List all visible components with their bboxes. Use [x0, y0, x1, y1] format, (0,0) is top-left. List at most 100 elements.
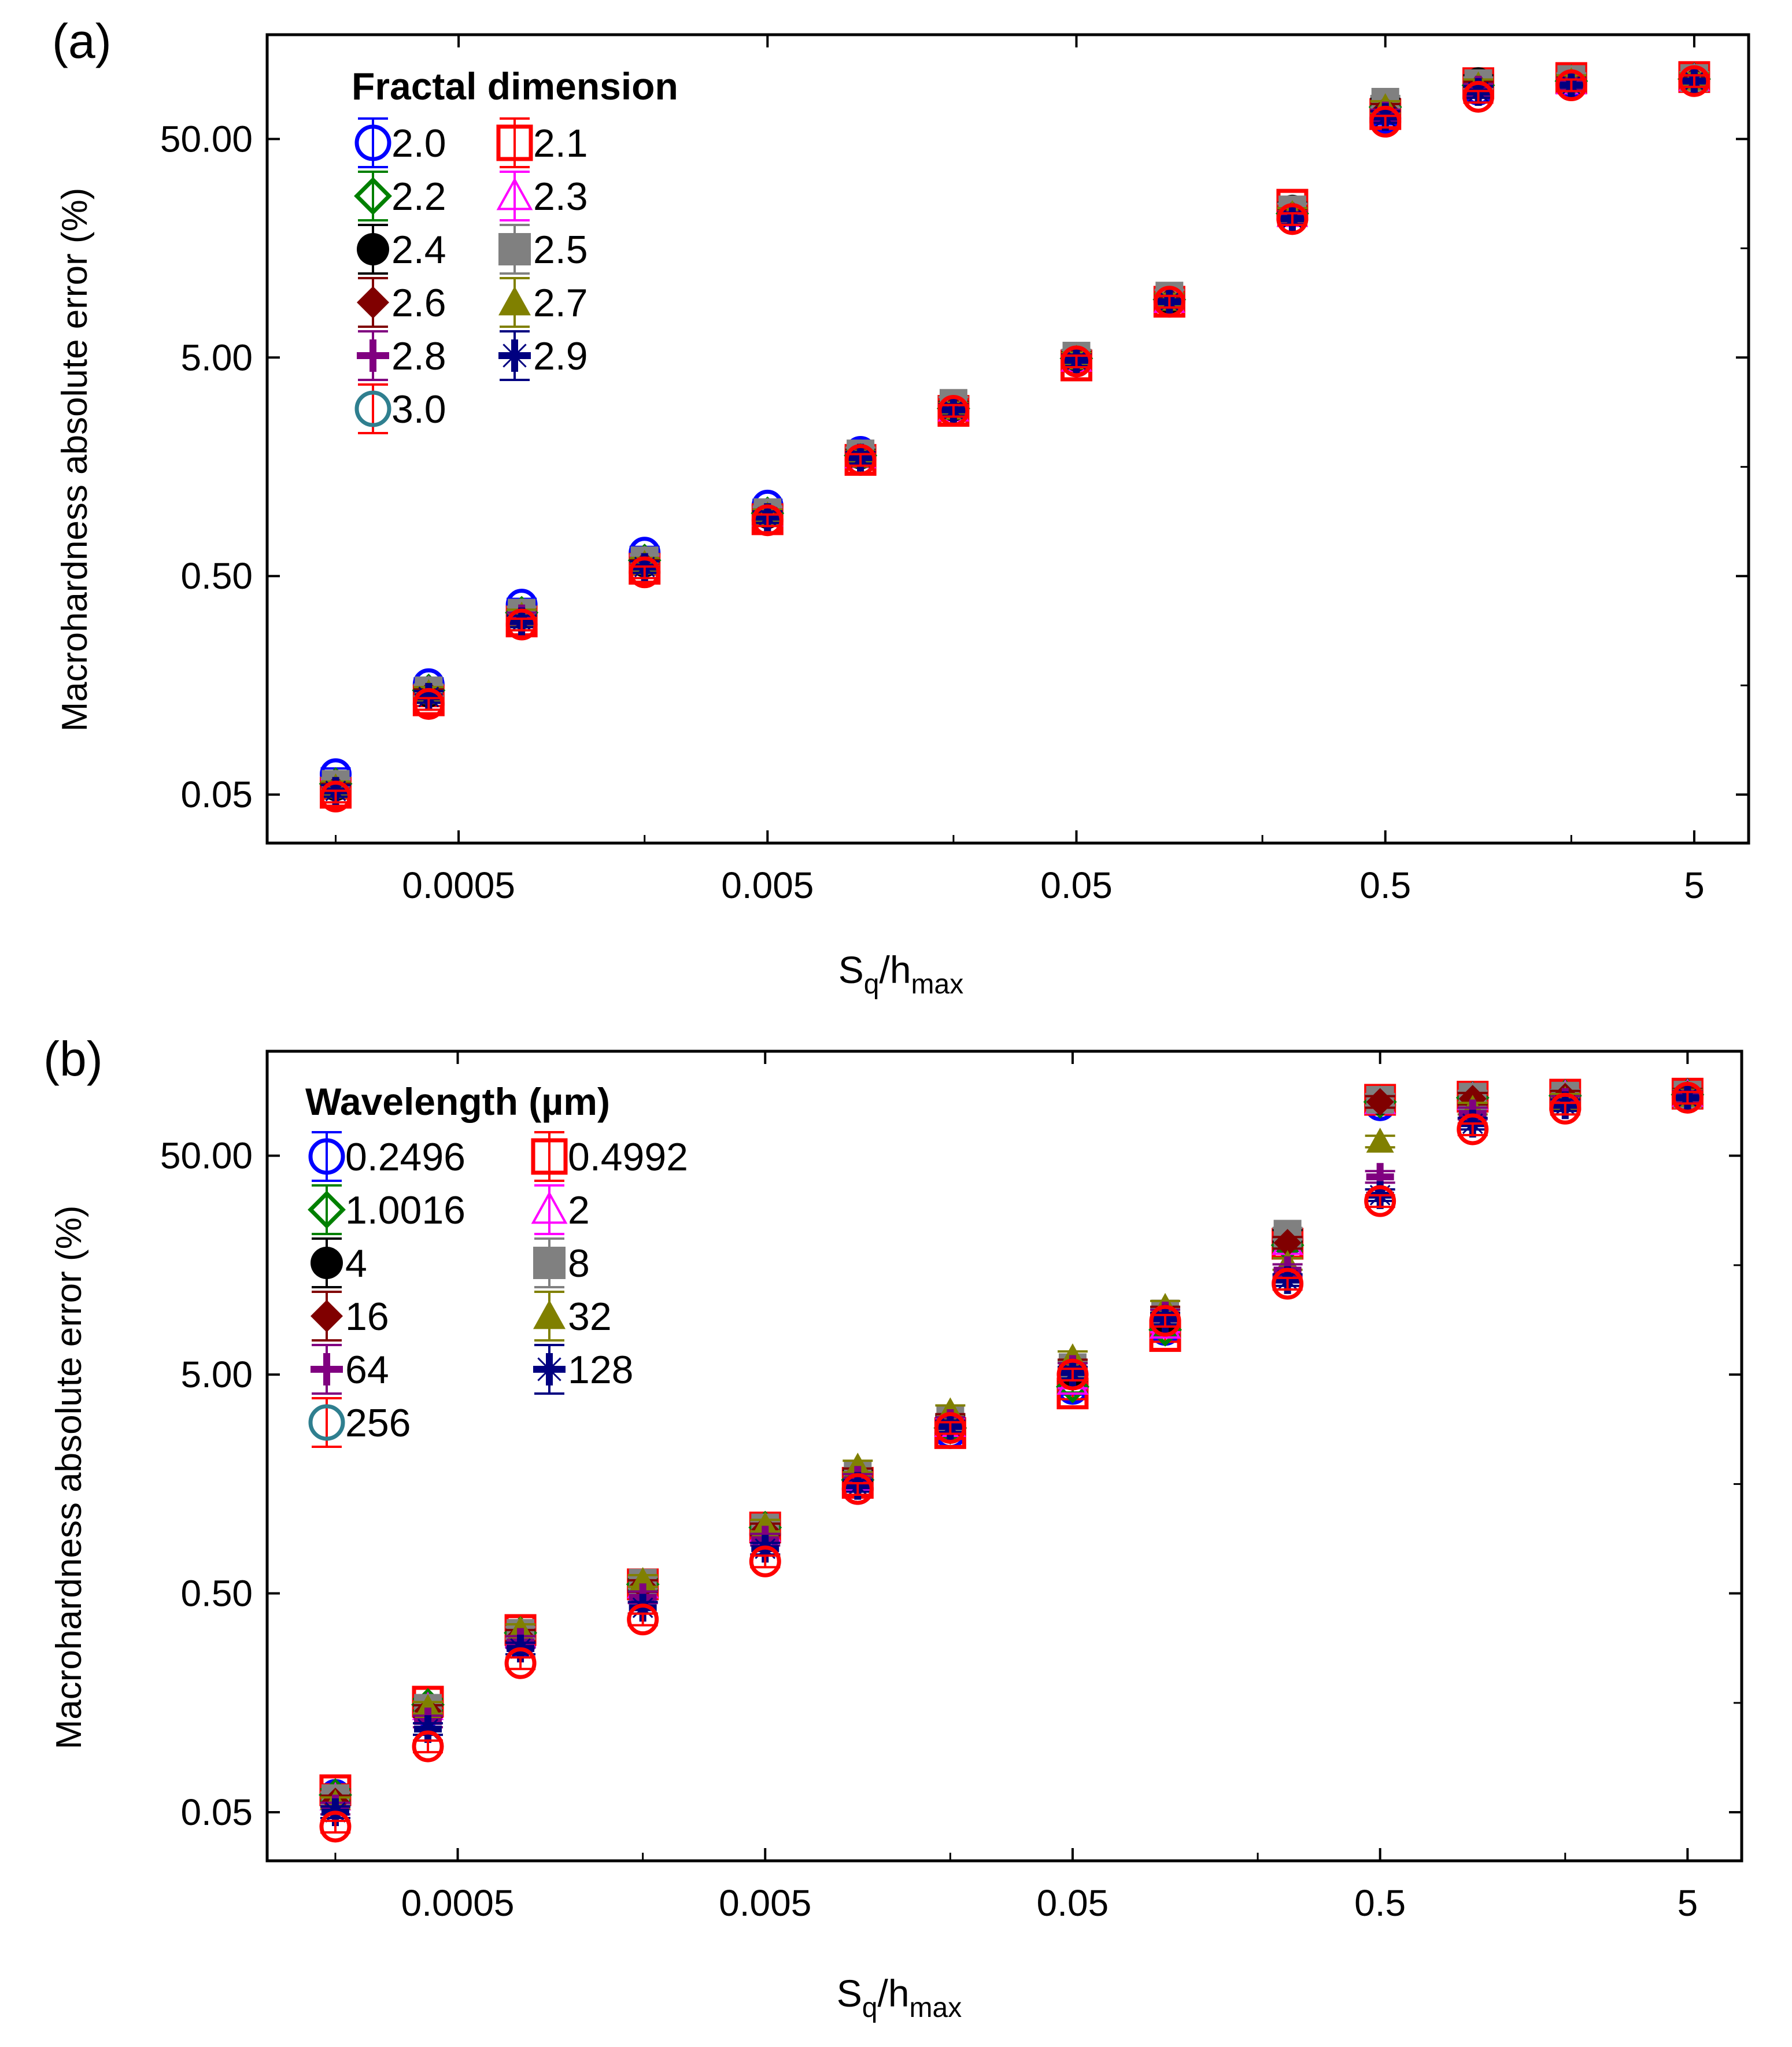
data-point	[1149, 1305, 1181, 1337]
series-2.1	[320, 61, 1710, 809]
x-tick-label: 0.005	[719, 1882, 811, 1924]
data-point	[1678, 65, 1710, 97]
data-point	[844, 444, 877, 476]
legend-title: Fractal dimension	[352, 65, 678, 108]
legend-item: 16	[311, 1291, 389, 1342]
legend-label: 128	[568, 1348, 633, 1392]
legend-item: 2.6	[357, 277, 446, 328]
x-label-sub-q: q	[864, 969, 880, 1000]
series-32	[320, 1081, 1703, 1815]
y-tick-label: 5.00	[180, 337, 253, 378]
data-point	[1272, 1268, 1304, 1300]
data-point	[1462, 80, 1495, 113]
data-point	[937, 395, 970, 427]
x-tick-label: 5	[1678, 1882, 1698, 1924]
data-point	[1364, 1185, 1396, 1217]
series-2.6	[320, 66, 1709, 803]
y-tick-label: 50.00	[160, 118, 253, 160]
legend-label: 2.2	[391, 175, 446, 219]
legend-item: 128	[533, 1344, 633, 1395]
legend-item: 4	[311, 1237, 367, 1288]
legend-label: 64	[345, 1348, 389, 1392]
legend-label: 2.5	[533, 228, 588, 272]
series-3.0	[320, 65, 1710, 812]
series-1.0016	[319, 1078, 1705, 1812]
axes-ticks: 0.0005 0.005 0.05 0.5 5 0.05 0.50 5.00 50.00	[160, 35, 1749, 906]
legend-label: 3.0	[391, 387, 446, 431]
legend-label: 2	[568, 1188, 590, 1232]
series-16	[320, 1081, 1703, 1816]
data-point	[1457, 1113, 1489, 1146]
x-label-sub-max: max	[911, 969, 964, 1000]
data-point	[1369, 105, 1402, 138]
legend: 0.2496 0.4992 1.0016 2 4 8 16 32 64 128 256	[308, 1131, 688, 1448]
x-tick-label: 0.0005	[402, 864, 515, 906]
series-0.4992	[319, 1077, 1704, 1806]
data-point	[1549, 1092, 1582, 1125]
legend-label: 2.7	[533, 281, 588, 325]
data-point	[1272, 1229, 1303, 1257]
legend-item: 64	[311, 1344, 389, 1395]
series-2.8	[320, 67, 1709, 805]
legend-item: 0.4992	[531, 1131, 688, 1182]
series-256	[319, 1081, 1704, 1843]
legend-item: 2.7	[498, 277, 588, 328]
legend-item: 8	[533, 1237, 590, 1288]
legend-label: 16	[345, 1295, 389, 1339]
series-8	[320, 1081, 1703, 1812]
x-label-mid: /h	[878, 1972, 910, 2015]
data-point	[627, 1603, 659, 1636]
legend-label: 2.9	[533, 334, 588, 378]
legend-label: 2.8	[391, 334, 446, 378]
data-point	[319, 1810, 352, 1843]
y-tick-label: 0.05	[180, 774, 253, 815]
panel-label: (a)	[52, 14, 112, 68]
x-tick-label: 0.05	[1040, 864, 1113, 906]
series-128	[320, 1084, 1703, 1827]
series-2.5	[320, 64, 1709, 798]
x-label-mid: /h	[880, 948, 911, 991]
legend-item: 2.4	[357, 224, 446, 275]
data-point	[412, 1730, 444, 1763]
data-point	[841, 1473, 874, 1505]
data-point	[934, 1412, 966, 1444]
y-tick-label: 0.05	[180, 1791, 253, 1833]
y-axis-label: Macrohardness absolute error (%)	[49, 1206, 89, 1750]
x-axis-label: Sq/hmax	[838, 948, 963, 1000]
legend-label: 2.1	[533, 121, 588, 165]
legend-item: 1.0016	[308, 1184, 465, 1235]
y-axis-label: Macrohardness absolute error (%)	[55, 188, 95, 732]
series-2.7	[320, 65, 1709, 799]
legend-label: 1.0016	[345, 1188, 465, 1232]
x-label-main: S	[837, 1972, 862, 2015]
plot-frame	[265, 1050, 1743, 1863]
series-2.9	[320, 67, 1709, 805]
x-axis-label: Sq/hmax	[837, 1972, 962, 2023]
series-4	[320, 1081, 1703, 1812]
x-tick-label: 5	[1684, 864, 1705, 906]
x-label-sub-max: max	[910, 1993, 962, 2023]
data-point	[749, 1545, 781, 1577]
data-point	[320, 780, 352, 812]
data-point	[505, 608, 538, 641]
legend-item: 2.9	[498, 330, 588, 381]
panel-b: (b) Macrohardness absolute error (%) Sq/…	[43, 1032, 1743, 2023]
x-tick-label: 0.5	[1359, 864, 1411, 906]
legend-item: 2.1	[496, 117, 588, 168]
legend-item: 2.2	[354, 171, 446, 221]
series-64	[320, 1082, 1703, 1823]
panel-a: (a) Macrohardness absolute error (%) Sq/…	[52, 14, 1750, 1000]
data-point	[629, 556, 661, 589]
legend-label: 2.3	[533, 175, 588, 219]
series-2.3	[320, 62, 1710, 798]
legend-label: 32	[568, 1295, 612, 1339]
legend-label: 0.2496	[345, 1135, 465, 1179]
legend-label: 8	[568, 1241, 590, 1285]
legend-label: 2.4	[391, 228, 446, 272]
x-tick-label: 0.005	[721, 864, 814, 906]
data-points	[319, 1077, 1705, 1843]
data-point	[1056, 1358, 1089, 1391]
x-label-main: S	[838, 948, 864, 991]
